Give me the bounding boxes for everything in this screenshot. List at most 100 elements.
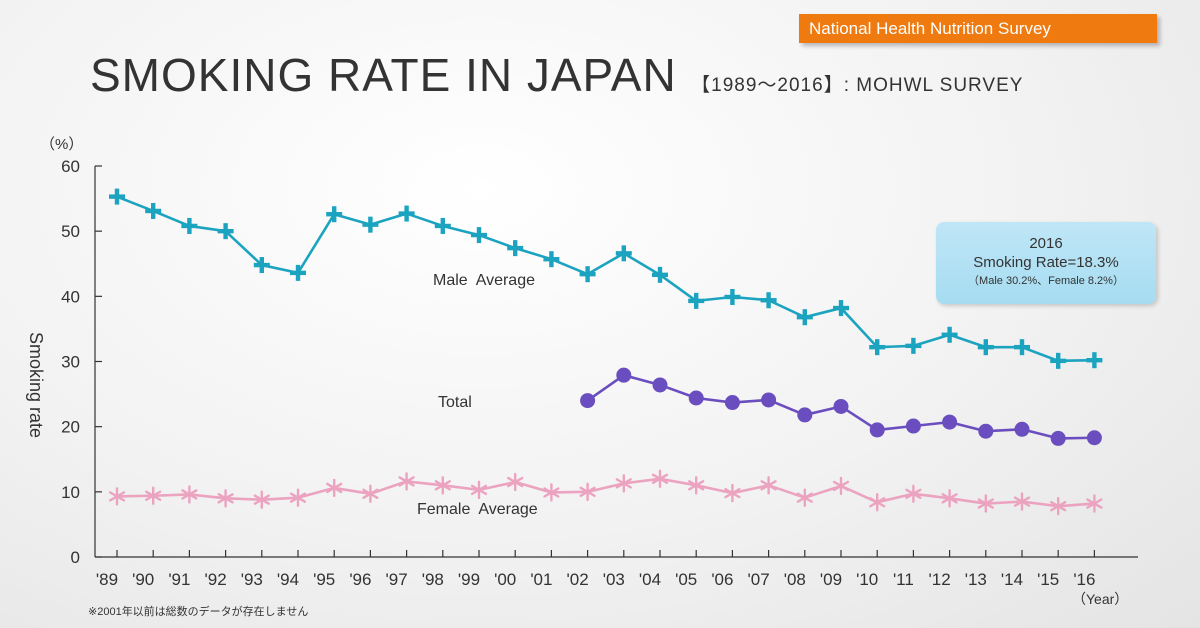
data-point-cross	[1086, 352, 1103, 369]
marker-cross-bar	[766, 292, 771, 309]
survey-source-badge: National Health Nutrition Survey	[799, 14, 1157, 43]
data-point-asterisk	[869, 493, 886, 512]
marker-asterisk-stroke	[543, 487, 560, 498]
x-tick-label: '00	[494, 570, 516, 589]
header: SMOKING RATE IN JAPAN 【1989～2016】: MOHWL…	[90, 48, 1023, 102]
marker-asterisk-stroke	[579, 486, 596, 498]
marker-asterisk-stroke	[470, 484, 488, 496]
data-point-circle	[942, 414, 958, 430]
marker-cross-bar	[332, 206, 337, 223]
data-point-asterisk	[760, 476, 777, 495]
data-point-asterisk	[362, 484, 379, 503]
marker-cross-bar	[259, 257, 264, 274]
marker-cross-bar	[1092, 352, 1097, 369]
data-point-cross	[833, 300, 849, 317]
data-point-cross	[398, 205, 415, 222]
marker-cross-bar	[694, 292, 699, 309]
marker-asterisk-stroke	[253, 494, 270, 505]
marker-cross-bar	[114, 188, 120, 205]
data-point-asterisk	[615, 474, 632, 493]
data-point-asterisk	[108, 487, 126, 506]
marker-cross-bar	[1019, 339, 1025, 356]
marker-cross-bar	[911, 337, 916, 354]
x-tick-label: '16	[1073, 570, 1095, 589]
data-point-cross	[688, 292, 705, 309]
callout-breakdown: （Male 30.2%、Female 8.2%）	[968, 275, 1124, 287]
marker-cross-bar	[223, 223, 228, 240]
marker-asterisk-stroke	[1086, 498, 1103, 509]
x-tick-label: '92	[205, 570, 227, 589]
x-tick-label: '04	[639, 570, 661, 589]
marker-asterisk-stroke	[977, 498, 994, 509]
data-point-asterisk	[832, 476, 850, 496]
series-line	[116, 477, 1095, 508]
data-point-circle	[905, 418, 921, 434]
data-point-cross	[1014, 339, 1030, 356]
data-point-circle	[1086, 430, 1102, 446]
x-tick-label: '98	[422, 570, 444, 589]
data-point-cross	[941, 326, 958, 343]
data-point-asterisk	[289, 488, 307, 507]
data-point-cross	[543, 251, 560, 268]
callout-year: 2016	[1029, 235, 1063, 252]
data-point-circle	[616, 367, 632, 383]
data-point-circle	[797, 407, 813, 423]
series-label: Total	[438, 394, 472, 411]
data-point-cross	[181, 217, 198, 234]
marker-cross-bar	[585, 266, 590, 283]
marker-cross-bar	[802, 309, 807, 326]
marker-cross-bar	[730, 288, 735, 305]
data-point-cross	[579, 266, 596, 283]
marker-cross-bar	[657, 266, 663, 283]
data-point-circle	[1014, 421, 1030, 437]
marker-asterisk-stroke	[1013, 496, 1031, 507]
data-point-circle	[724, 395, 740, 411]
x-unit-label: （Year）	[1072, 591, 1128, 607]
data-point-cross	[290, 264, 306, 281]
x-tick-label: '95	[313, 570, 335, 589]
y-tick-label: 0	[71, 548, 80, 567]
x-tick-label: '03	[603, 570, 625, 589]
y-tick-label: 60	[61, 157, 80, 176]
data-point-cross	[145, 202, 162, 219]
data-point-asterisk	[1013, 492, 1031, 511]
data-point-circle	[652, 377, 668, 393]
marker-cross-bar	[476, 227, 482, 244]
data-point-cross	[652, 266, 668, 283]
data-point-asterisk	[217, 489, 234, 508]
marker-cross-bar	[368, 216, 373, 233]
data-point-asterisk	[651, 469, 669, 488]
marker-cross-bar	[440, 217, 445, 234]
marker-asterisk-stroke	[651, 473, 669, 484]
series-label: Female Average	[417, 501, 538, 518]
y-tick-label: 10	[61, 483, 80, 502]
callout-rate: Smoking Rate=18.3%	[973, 254, 1119, 271]
x-tick-label: '93	[241, 570, 263, 589]
data-point-circle	[688, 390, 704, 406]
data-point-cross	[507, 240, 524, 257]
data-point-cross	[760, 292, 777, 309]
marker-asterisk-stroke	[688, 480, 705, 491]
x-tick-label: '90	[132, 570, 154, 589]
data-point-asterisk	[905, 484, 922, 503]
data-point-circle	[978, 423, 994, 439]
marker-asterisk-stroke	[796, 492, 813, 503]
data-point-asterisk	[1086, 494, 1103, 513]
marker-asterisk-stroke	[760, 480, 777, 491]
marker-asterisk-stroke	[108, 491, 126, 502]
footnote: ※2001年以前は総数のデータが存在しません	[88, 606, 309, 618]
y-tick-label: 50	[61, 222, 80, 241]
marker-cross-bar	[621, 245, 626, 262]
data-point-cross	[362, 216, 379, 233]
data-point-asterisk	[1050, 496, 1067, 516]
marker-cross-bar	[875, 339, 880, 356]
x-tick-label: '15	[1037, 570, 1059, 589]
data-point-asterisk	[326, 478, 343, 498]
data-point-cross	[796, 309, 813, 326]
data-point-circle	[833, 398, 849, 414]
data-point-asterisk	[253, 490, 270, 509]
data-point-cross	[471, 227, 487, 244]
data-point-cross	[1050, 352, 1067, 369]
marker-cross-bar	[187, 217, 192, 234]
